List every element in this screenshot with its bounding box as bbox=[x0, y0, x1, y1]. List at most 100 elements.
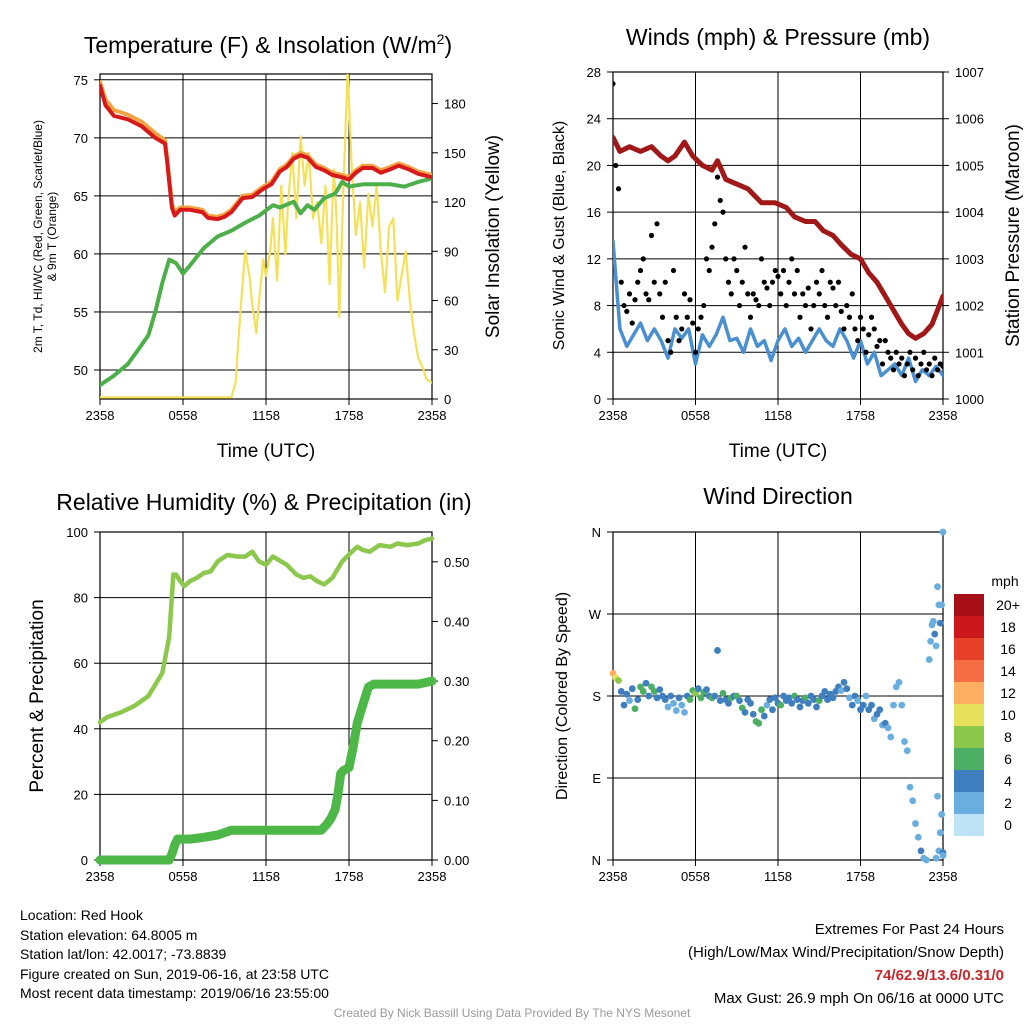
legend-label: 14 bbox=[1000, 663, 1016, 679]
gust-point bbox=[827, 279, 833, 285]
gust-point bbox=[764, 285, 770, 291]
y-right-tick-label: 1001 bbox=[955, 345, 984, 360]
gust-point bbox=[904, 361, 910, 367]
gust-point bbox=[863, 349, 869, 355]
direction-point bbox=[650, 688, 658, 695]
gust-point bbox=[915, 373, 921, 379]
extremes-values: 74/62.9/13.6/0.31/0 bbox=[874, 967, 1004, 984]
direction-point bbox=[716, 697, 724, 704]
y-tick-label: 16 bbox=[587, 205, 601, 220]
y-tick-label: 0 bbox=[594, 392, 601, 407]
direction-point bbox=[903, 747, 911, 755]
direction-point bbox=[938, 601, 946, 609]
gust-point bbox=[668, 349, 674, 355]
gust-point bbox=[824, 314, 831, 320]
y-tick-label: 4 bbox=[594, 345, 601, 360]
panel-3: 2358 0558 1158 1758 23580204060801000.000.10… bbox=[27, 489, 472, 884]
direction-point bbox=[670, 699, 677, 707]
direction-point bbox=[661, 696, 669, 704]
gust-point bbox=[659, 314, 666, 320]
gust-point bbox=[885, 349, 891, 355]
y-tick-label: 20 bbox=[587, 158, 601, 173]
direction-point bbox=[664, 703, 672, 711]
y-right-tick-label: 180 bbox=[444, 97, 466, 112]
y-tick-label: N bbox=[592, 853, 601, 868]
direction-point bbox=[736, 697, 743, 704]
direction-point bbox=[639, 688, 647, 695]
gust-point bbox=[706, 267, 712, 274]
gust-point bbox=[742, 244, 748, 250]
gust-point bbox=[624, 308, 630, 315]
gust-point bbox=[734, 267, 740, 274]
legend-label: 10 bbox=[1000, 707, 1016, 723]
gust-point bbox=[921, 349, 927, 355]
direction-point bbox=[906, 783, 914, 791]
gust-point bbox=[877, 338, 883, 344]
legend-label: 16 bbox=[1000, 641, 1016, 657]
y-axis-label: Percent & Precipitation bbox=[27, 599, 48, 792]
y-tick-label: 65 bbox=[74, 189, 88, 204]
gust-point bbox=[923, 367, 930, 373]
gust-point bbox=[701, 302, 707, 309]
gust-point bbox=[690, 320, 696, 326]
x-tick-label: 2358 bbox=[86, 869, 115, 884]
created-text: Figure created on Sun, 2019-06-16, at 23… bbox=[20, 965, 329, 982]
direction-point bbox=[804, 699, 812, 707]
gust-point bbox=[932, 355, 938, 361]
credit-text: Created By Nick Bassill Using Data Provi… bbox=[333, 1006, 691, 1020]
y-tick-label: 60 bbox=[74, 656, 88, 671]
gust-point bbox=[756, 302, 762, 309]
gust-point bbox=[670, 267, 677, 274]
y-right-tick-label: 1003 bbox=[955, 252, 984, 267]
gust-point bbox=[912, 355, 919, 361]
direction-point bbox=[626, 697, 633, 704]
x-tick-label: 0558 bbox=[169, 869, 198, 884]
y-tick-label: E bbox=[592, 771, 601, 786]
direction-point bbox=[859, 701, 867, 709]
y-tick-label: 28 bbox=[587, 65, 601, 80]
gust-point bbox=[800, 291, 806, 297]
direction-point bbox=[766, 696, 774, 704]
gust-point bbox=[739, 279, 745, 285]
x-tick-label: 2358 bbox=[599, 869, 628, 884]
direction-point bbox=[884, 724, 892, 732]
gust-point bbox=[813, 279, 820, 285]
direction-point bbox=[760, 712, 768, 720]
legend-label: 2 bbox=[1004, 795, 1012, 811]
y-right-tick-label: 150 bbox=[444, 146, 466, 161]
legend-swatch bbox=[954, 814, 984, 836]
legend-swatch bbox=[954, 726, 984, 748]
elevation-text: Station elevation: 64.8005 m bbox=[20, 926, 198, 943]
y-tick-label: 75 bbox=[74, 73, 88, 88]
y-tick-label: 70 bbox=[74, 131, 88, 146]
gust-point bbox=[621, 302, 627, 309]
gust-point bbox=[728, 291, 734, 297]
direction-point bbox=[667, 692, 675, 700]
series-line-red bbox=[100, 83, 432, 222]
y-right-tick-label: 0.00 bbox=[444, 853, 469, 868]
direction-point bbox=[936, 829, 944, 837]
y-right-tick-label: 30 bbox=[444, 343, 458, 358]
gust-point bbox=[626, 291, 633, 297]
direction-point bbox=[741, 709, 749, 716]
y-right-tick-label: 1006 bbox=[955, 112, 984, 127]
legend-label: 12 bbox=[1000, 685, 1016, 701]
direction-point bbox=[862, 692, 870, 700]
direction-point bbox=[837, 687, 845, 694]
gust-point bbox=[896, 361, 902, 367]
legend-swatch bbox=[954, 594, 984, 616]
y-tick-label: 8 bbox=[594, 299, 601, 314]
y-right-tick-label: 1004 bbox=[955, 205, 984, 220]
gust-point bbox=[665, 338, 671, 344]
location-text: Location: Red Hook bbox=[20, 907, 143, 923]
direction-point bbox=[925, 656, 933, 663]
gust-point bbox=[857, 314, 864, 320]
gust-point bbox=[747, 314, 754, 320]
station-info: Location: Red Hook Station elevation: 64… bbox=[20, 906, 329, 1004]
y-right-tick-label: 0.20 bbox=[444, 734, 469, 749]
x-tick-label: 2358 bbox=[418, 869, 447, 884]
gust-point bbox=[692, 349, 699, 355]
y-axis-label: & 9m T (Orange) bbox=[45, 192, 59, 282]
gust-point bbox=[808, 326, 814, 332]
